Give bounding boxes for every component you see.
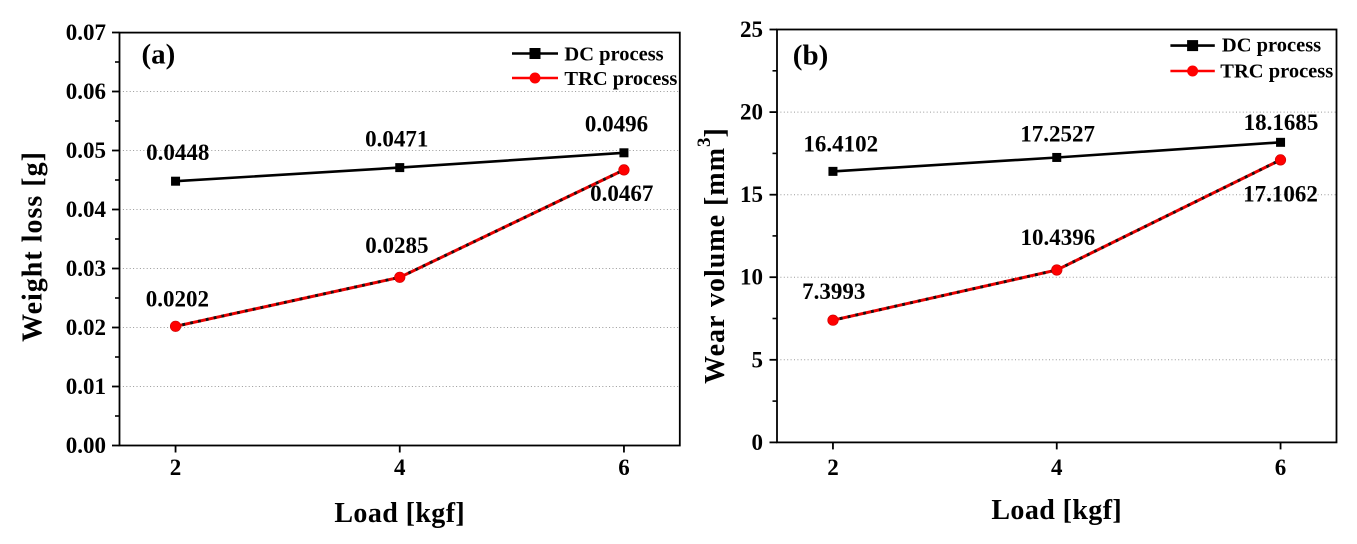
svg-text:Weight loss [g]: Weight loss [g] xyxy=(18,151,49,342)
svg-text:(b): (b) xyxy=(793,40,828,72)
svg-text:16.4102: 16.4102 xyxy=(803,132,878,157)
svg-text:4: 4 xyxy=(394,455,406,480)
svg-text:0.0285: 0.0285 xyxy=(365,233,428,258)
svg-text:TRC process: TRC process xyxy=(564,68,677,90)
svg-text:0: 0 xyxy=(752,430,764,455)
svg-text:Wear volume [mm3]: Wear volume [mm3] xyxy=(694,127,731,384)
svg-text:(a): (a) xyxy=(142,39,176,71)
svg-text:10: 10 xyxy=(740,265,763,290)
svg-text:0.07: 0.07 xyxy=(66,20,106,45)
svg-text:15: 15 xyxy=(740,182,763,207)
svg-text:0.06: 0.06 xyxy=(66,79,106,104)
svg-text:2: 2 xyxy=(170,455,182,480)
svg-text:0.04: 0.04 xyxy=(66,197,107,222)
svg-text:25: 25 xyxy=(740,17,763,42)
svg-text:20: 20 xyxy=(740,100,763,125)
svg-text:Load [kgf]: Load [kgf] xyxy=(991,495,1122,526)
svg-text:0.0448: 0.0448 xyxy=(146,140,209,165)
svg-text:6: 6 xyxy=(1275,455,1287,480)
svg-text:0.0467: 0.0467 xyxy=(590,181,653,206)
svg-text:0.03: 0.03 xyxy=(66,256,106,281)
svg-text:DC process: DC process xyxy=(564,43,663,65)
svg-text:TRC process: TRC process xyxy=(1220,60,1333,82)
svg-text:DC process: DC process xyxy=(1222,34,1321,56)
svg-text:0.0471: 0.0471 xyxy=(365,127,428,152)
svg-text:2: 2 xyxy=(827,455,839,480)
svg-text:17.2527: 17.2527 xyxy=(1020,122,1095,147)
svg-text:5: 5 xyxy=(752,347,764,372)
svg-text:0.05: 0.05 xyxy=(66,138,106,163)
svg-text:18.1685: 18.1685 xyxy=(1244,110,1319,135)
svg-text:0.00: 0.00 xyxy=(66,433,106,458)
svg-text:Load [kgf]: Load [kgf] xyxy=(334,498,465,529)
svg-text:0.0496: 0.0496 xyxy=(585,111,648,136)
svg-text:7.3993: 7.3993 xyxy=(802,279,865,304)
svg-text:10.4396: 10.4396 xyxy=(1021,225,1096,250)
svg-text:0.0202: 0.0202 xyxy=(146,287,209,312)
svg-text:0.02: 0.02 xyxy=(66,315,106,340)
svg-text:4: 4 xyxy=(1051,455,1063,480)
svg-text:6: 6 xyxy=(618,455,630,480)
svg-text:17.1062: 17.1062 xyxy=(1243,182,1318,207)
svg-text:0.01: 0.01 xyxy=(66,374,106,399)
